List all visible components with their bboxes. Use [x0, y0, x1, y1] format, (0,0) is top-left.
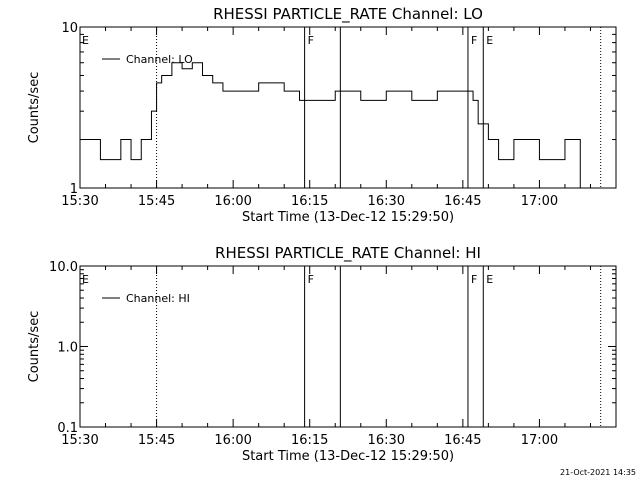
plot-frame: [79, 265, 617, 428]
x-tick-label: 15:45: [138, 194, 175, 209]
x-tick-label: 16:30: [368, 194, 405, 209]
chart-title: RHESSI PARTICLE_RATE Channel: LO: [213, 5, 483, 24]
x-tick-label: 17:00: [521, 194, 558, 209]
event-label: E: [82, 34, 89, 47]
panel-lo: RHESSI PARTICLE_RATE Channel: LO 15:30 15:…: [27, 5, 617, 225]
x-tick-label: 16:00: [214, 194, 251, 209]
event-label: F: [471, 273, 477, 286]
legend-entry: Channel: LO: [126, 53, 193, 66]
chart-title: RHESSI PARTICLE_RATE Channel: HI: [215, 244, 481, 263]
x-tick-label: 15:45: [138, 433, 175, 448]
event-label: E: [486, 273, 493, 286]
timestamp: 21-Oct-2021 14:35: [560, 468, 636, 477]
plot-frame: [79, 26, 617, 189]
x-tick-label: 16:15: [291, 433, 328, 448]
x-tick-label: 16:00: [214, 433, 251, 448]
event-label: F: [308, 34, 314, 47]
legend-entry: Channel: HI: [126, 292, 190, 305]
y-tick-label: 1.0: [57, 341, 78, 356]
x-tick-label: 15:30: [61, 194, 98, 209]
y-tick-label: 1: [70, 182, 78, 197]
x-axis-label: Start Time (13-Dec-12 15:29:50): [242, 449, 454, 464]
event-label: F: [471, 34, 477, 47]
y-tick-label: 10: [61, 21, 78, 36]
y-axis-label: Counts/sec: [27, 311, 42, 383]
y-tick-label: 0.1: [57, 421, 78, 436]
x-tick-label: 16:45: [444, 433, 481, 448]
y-axis-label: Counts/sec: [27, 72, 42, 144]
x-tick-label: 16:15: [291, 194, 328, 209]
x-axis-label: Start Time (13-Dec-12 15:29:50): [242, 210, 454, 225]
panel-hi: RHESSI PARTICLE_RATE Channel: HI 15:30 15:…: [27, 244, 617, 464]
series-line: [80, 62, 581, 188]
x-tick-label: 17:00: [521, 433, 558, 448]
event-label: E: [82, 273, 89, 286]
x-tick-label: 16:45: [444, 194, 481, 209]
event-label: E: [486, 34, 493, 47]
y-tick-label: 10.0: [49, 260, 78, 275]
x-tick-label: 15:30: [61, 433, 98, 448]
x-tick-label: 16:30: [368, 433, 405, 448]
event-label: F: [308, 273, 314, 286]
